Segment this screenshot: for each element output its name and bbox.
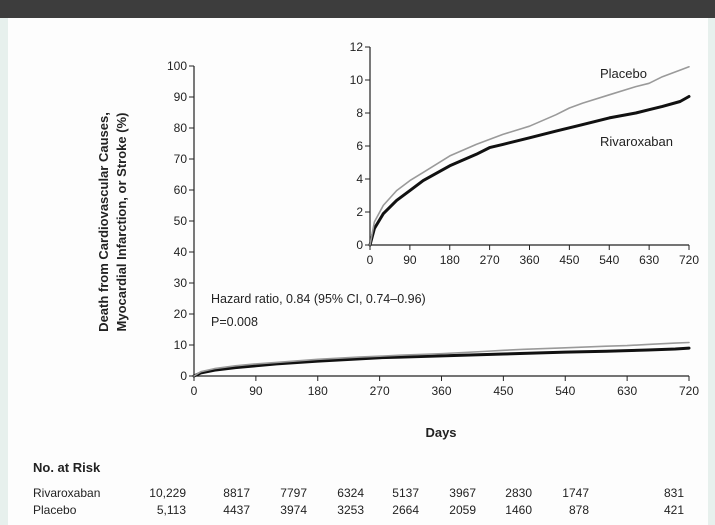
main-series-rivaroxaban xyxy=(192,346,691,378)
inset-x-tick-label: 540 xyxy=(599,253,619,267)
risk-cell: 421 xyxy=(664,503,684,517)
risk-cell: 5,113 xyxy=(157,503,186,517)
legend-label-rivaroxaban: Rivaroxaban xyxy=(600,134,673,149)
inset-y-tick-label: 12 xyxy=(350,40,364,54)
risk-cell: 878 xyxy=(569,503,589,517)
inset-x-tick-label: 180 xyxy=(440,253,460,267)
main-y-tick-label: 0 xyxy=(180,369,187,383)
risk-cell: 3967 xyxy=(449,486,476,500)
risk-cell: 3974 xyxy=(280,503,307,517)
p-value-annotation: P=0.008 xyxy=(211,315,258,329)
main-y-tick-label: 10 xyxy=(174,338,188,352)
risk-cell: 10,229 xyxy=(149,486,186,500)
inset-x-tick-label: 630 xyxy=(639,253,659,267)
risk-cell: 5137 xyxy=(392,486,419,500)
main-x-tick-label: 0 xyxy=(191,384,198,398)
hazard-ratio-annotation: Hazard ratio, 0.84 (95% CI, 0.74–0.96) xyxy=(211,292,426,306)
labels: Death from Cardiovascular Causes, Myocar… xyxy=(96,66,673,440)
inset-x-tick-label: 0 xyxy=(367,253,374,267)
main-x-tick-label: 270 xyxy=(370,384,390,398)
inset-x-tick-label: 450 xyxy=(559,253,579,267)
inset-series xyxy=(368,66,691,247)
main-y-tick-label: 30 xyxy=(174,276,188,290)
main-series-placebo xyxy=(193,341,690,377)
main-y-tick-label: 60 xyxy=(174,183,188,197)
inset-series-placebo xyxy=(369,66,690,246)
inset-x-tick-label: 360 xyxy=(519,253,539,267)
main-y-tick-label: 100 xyxy=(167,59,187,73)
y-axis-label-line-2: Myocardial Infarction, or Stroke (%) xyxy=(114,113,129,332)
inset-axes: 0 2 4 6 8 10 12 0 90 180 270 360 450 540 630 720 xyxy=(350,40,700,267)
risk-cell: 1747 xyxy=(562,486,589,500)
main-y-tick-label: 70 xyxy=(174,152,188,166)
risk-cell: 1460 xyxy=(505,503,532,517)
inset-y-tick-label: 8 xyxy=(356,106,363,120)
risk-cell: 2830 xyxy=(505,486,532,500)
inset-y-tick-label: 4 xyxy=(356,172,363,186)
x-axis-label: Days xyxy=(425,425,456,440)
main-x-tick-label: 450 xyxy=(493,384,513,398)
legend-label-placebo: Placebo xyxy=(600,66,647,81)
main-y-tick-label: 90 xyxy=(174,90,188,104)
y-axis-label-line-1: Death from Cardiovascular Causes, xyxy=(96,112,111,332)
main-x-tick-label: 630 xyxy=(617,384,637,398)
risk-table: No. at Risk Rivaroxaban 10,229 8817 7797 632… xyxy=(33,460,684,517)
inset-series-rivaroxaban xyxy=(368,95,691,247)
risk-row-label: Rivaroxaban xyxy=(33,486,100,500)
main-x-tick-label: 540 xyxy=(555,384,575,398)
main-y-tick-label: 40 xyxy=(174,245,188,259)
main-x-tick-label: 90 xyxy=(249,384,263,398)
inset-x-tick-label: 720 xyxy=(679,253,699,267)
main-x-tick-label: 720 xyxy=(679,384,699,398)
top-rule xyxy=(0,0,715,18)
risk-cell: 7797 xyxy=(280,486,307,500)
risk-cell: 2059 xyxy=(449,503,476,517)
main-y-tick-label: 50 xyxy=(174,214,188,228)
main-y-tick-label: 80 xyxy=(174,121,188,135)
risk-cell: 8817 xyxy=(223,486,250,500)
risk-row-label: Placebo xyxy=(33,503,77,517)
risk-cell: 3253 xyxy=(337,503,364,517)
inset-y-tick-label: 10 xyxy=(350,73,364,87)
risk-table-title: No. at Risk xyxy=(33,460,101,475)
inset-y-tick-label: 6 xyxy=(356,139,363,153)
main-x-tick-label: 180 xyxy=(308,384,328,398)
risk-cell: 4437 xyxy=(223,503,250,517)
inset-y-tick-label: 0 xyxy=(356,238,363,252)
risk-cell: 831 xyxy=(664,486,684,500)
risk-cell: 6324 xyxy=(337,486,364,500)
inset-x-tick-label: 270 xyxy=(480,253,500,267)
main-y-tick-label: 20 xyxy=(174,307,188,321)
figure-panel xyxy=(8,18,708,525)
main-x-tick-label: 360 xyxy=(431,384,451,398)
main-series xyxy=(192,341,691,378)
risk-cell: 2664 xyxy=(392,503,419,517)
inset-y-tick-label: 2 xyxy=(356,205,363,219)
inset-x-tick-label: 90 xyxy=(403,253,417,267)
